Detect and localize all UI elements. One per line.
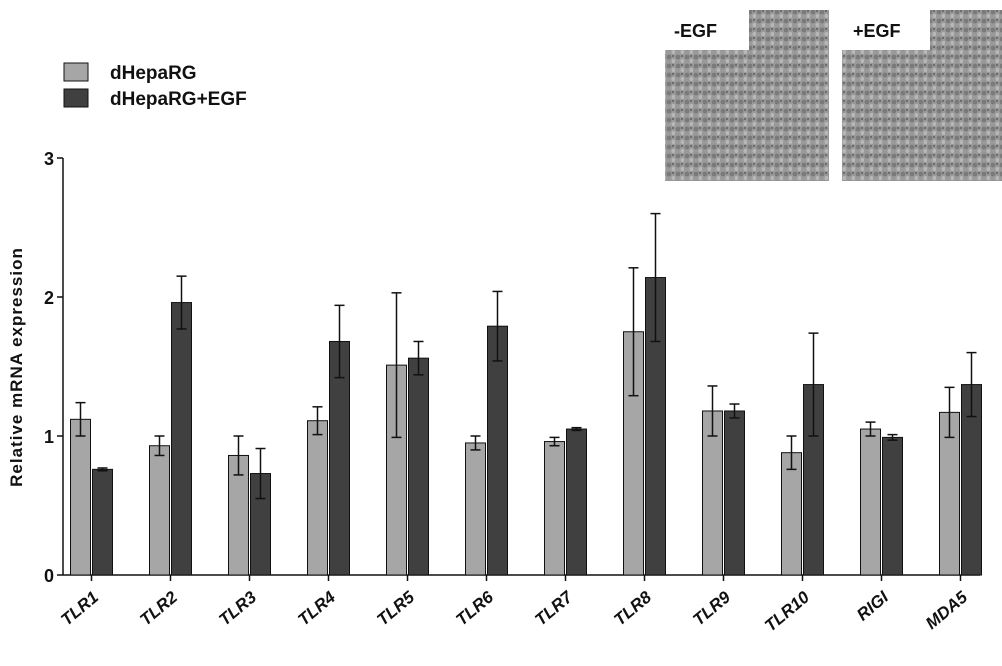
x-tick-label: TLR9: [689, 587, 734, 629]
x-tick-label: TLR7: [531, 587, 577, 630]
legend-label: dHepaRG: [110, 63, 197, 84]
x-tick-label: TLR6: [452, 587, 497, 629]
legend-label: dHepaRG+EGF: [110, 89, 247, 110]
inset-label: +EGF: [853, 21, 901, 41]
error-bar: [944, 386, 955, 439]
bar: [465, 442, 486, 576]
y-tick-label: 3: [44, 149, 54, 169]
error-bar: [391, 292, 402, 439]
error-bar: [470, 435, 481, 451]
error-bar: [966, 351, 977, 418]
bar: [307, 420, 328, 576]
error-bar: [233, 435, 244, 476]
bar: [882, 436, 903, 576]
y-tick-label: 2: [44, 288, 54, 308]
bar: [724, 410, 745, 576]
bar: [171, 302, 192, 576]
error-bar: [492, 290, 503, 362]
bar: [149, 445, 170, 576]
bar: [487, 325, 508, 576]
y-axis-label: Relative mRNA expression: [7, 247, 26, 487]
bar: [566, 428, 587, 576]
inset-label-bg: [665, 10, 749, 50]
inset-label: -EGF: [674, 21, 717, 41]
x-tick-label: TLR5: [373, 587, 418, 629]
error-bar: [707, 385, 718, 437]
x-tick-label: TLR2: [136, 587, 181, 629]
error-bar: [865, 421, 876, 437]
inset-images: -EGF +EGF: [665, 10, 1002, 181]
x-tick-label: RIGI: [853, 587, 893, 625]
bar: [544, 441, 565, 576]
bar: [860, 428, 881, 576]
error-bar: [312, 406, 323, 436]
error-bar: [176, 275, 187, 330]
error-bar: [729, 403, 740, 419]
error-bar: [97, 467, 108, 472]
error-bar: [154, 435, 165, 457]
y-tick-label: 1: [44, 427, 54, 447]
x-tick-label: MDA5: [922, 587, 972, 633]
error-bar: [571, 426, 582, 432]
x-tick-label: TLR4: [294, 587, 339, 629]
error-bar: [628, 267, 639, 397]
bar: [92, 468, 113, 576]
x-tick-label: TLR3: [215, 587, 260, 629]
bar: [70, 418, 91, 576]
error-bar: [786, 435, 797, 471]
error-bar: [255, 447, 266, 500]
error-bar: [413, 340, 424, 376]
error-bar: [334, 304, 345, 379]
inset-label-bg: [842, 10, 930, 50]
x-tick-label: TLR10: [761, 587, 813, 635]
x-tick-label: TLR8: [610, 587, 655, 629]
bar: [781, 452, 802, 576]
y-tick-label: 0: [44, 566, 54, 586]
error-bar: [808, 332, 819, 437]
legend-swatch: [63, 88, 89, 108]
error-bar: [549, 436, 560, 447]
error-bar: [887, 433, 898, 441]
error-bar: [650, 212, 661, 343]
error-bar: [75, 401, 86, 437]
x-tick-label: TLR1: [57, 588, 102, 630]
bar: [408, 357, 429, 576]
legend-swatch: [63, 62, 89, 82]
